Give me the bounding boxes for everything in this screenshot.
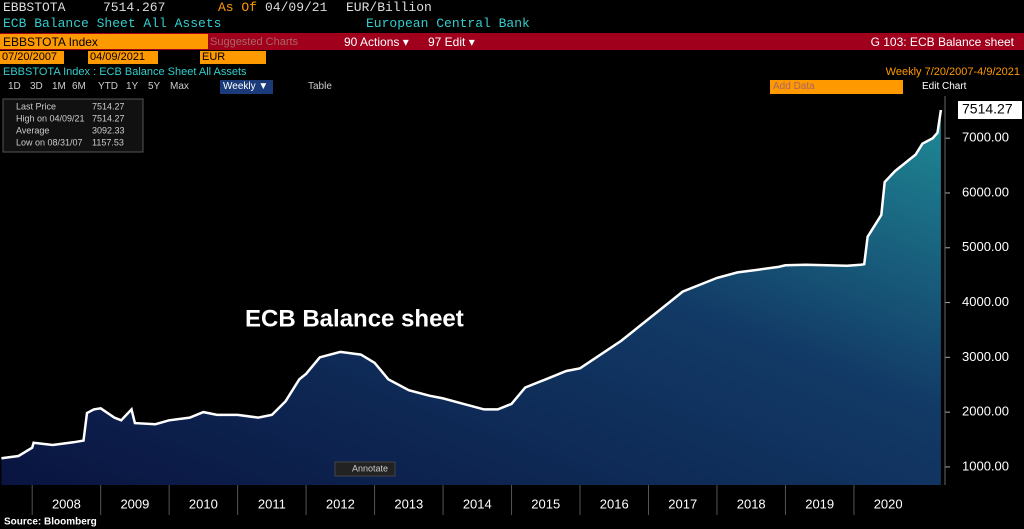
x-tick-label: 2018 [737, 496, 766, 511]
area [1, 110, 941, 485]
x-tick-label: 2008 [52, 496, 81, 511]
y-tick-label: 5000.00 [962, 239, 1009, 254]
period-button[interactable]: 3D [30, 81, 43, 92]
legend-label: Low on 08/31/07 [16, 137, 83, 147]
legend-value: 3092.33 [92, 125, 125, 135]
period-button[interactable]: 1D [8, 81, 21, 92]
x-tick-label: 2010 [189, 496, 218, 511]
x-tick-label: 2011 [258, 496, 286, 511]
table-button[interactable]: Table [308, 81, 332, 92]
chart-label: EBBSTOTA Index : ECB Balance Sheet All A… [3, 66, 247, 78]
y-tick-label: 6000.00 [962, 184, 1009, 199]
period-button[interactable]: Max [170, 81, 189, 92]
period-button[interactable]: 6M [72, 81, 86, 92]
annotate-button[interactable] [334, 461, 396, 477]
y-tick-label: 3000.00 [962, 349, 1009, 364]
legend-value: 1157.53 [92, 137, 124, 147]
x-tick-label: 2009 [120, 496, 149, 511]
currency[interactable]: EUR [200, 51, 266, 64]
last-tag-label: 7514.27 [962, 101, 1013, 117]
actions-menu[interactable]: 90 Actions ▾ [344, 35, 409, 49]
legend-value: 7514.27 [92, 101, 125, 111]
y-tick-label: 7000.00 [962, 130, 1009, 145]
legend-box [2, 98, 144, 153]
period-button[interactable]: 1Y [126, 81, 139, 92]
legend-label: Average [16, 125, 49, 135]
annotation: ECB Balance sheet [245, 305, 464, 332]
x-tick-label: 2012 [326, 496, 355, 511]
x-tick-label: 2013 [394, 496, 423, 511]
issuer: European Central Bank [366, 16, 530, 31]
as-of: As Of [218, 0, 258, 15]
y-tick-label: 2000.00 [962, 404, 1009, 419]
y-tick-label: 4000.00 [962, 294, 1009, 309]
edit-menu[interactable]: 97 Edit ▾ [428, 35, 475, 49]
x-tick-label: 2020 [874, 496, 903, 511]
x-tick-label: 2019 [805, 496, 834, 511]
suggested-charts[interactable]: Suggested Charts [210, 36, 299, 48]
x-tick-label: 2016 [600, 496, 629, 511]
y-tick-label: 1000.00 [962, 458, 1009, 473]
date: 04/09/21 [265, 0, 328, 15]
page-title: G 103: ECB Balance sheet [870, 35, 1014, 49]
end-date[interactable]: 04/09/2021 [88, 51, 158, 64]
edit-chart[interactable]: Edit Chart [922, 81, 967, 92]
last-tag [958, 101, 1022, 120]
add-data[interactable]: Add Data [770, 80, 903, 94]
security-name: ECB Balance Sheet All Assets [3, 16, 222, 31]
weekly-button[interactable]: Weekly ▼ [220, 80, 273, 94]
annotate-label[interactable]: Annotate [352, 463, 388, 473]
period-button[interactable]: 1M [52, 81, 66, 92]
start-date[interactable]: 07/20/2007 [0, 51, 64, 64]
x-tick-label: 2017 [668, 496, 697, 511]
security-input[interactable]: EBBSTOTA Index [0, 34, 208, 49]
source: Source: Bloomberg [4, 517, 97, 528]
period-button[interactable]: YTD [98, 81, 118, 92]
legend-label: High on 04/09/21 [16, 113, 85, 123]
unit: EUR/Billion [346, 0, 432, 15]
price: 7514.267 [103, 0, 166, 15]
period-button[interactable]: 5Y [148, 81, 161, 92]
line [1, 109, 943, 460]
toolbar [0, 33, 1024, 50]
legend-label: Last Price [16, 101, 56, 111]
legend-value: 7514.27 [92, 113, 125, 123]
ticker: EBBSTOTA [3, 0, 66, 15]
frequency-range: Weekly 7/20/2007-4/9/2021 [885, 66, 1020, 78]
x-tick-label: 2014 [463, 496, 492, 511]
x-tick-label: 2015 [531, 496, 560, 511]
